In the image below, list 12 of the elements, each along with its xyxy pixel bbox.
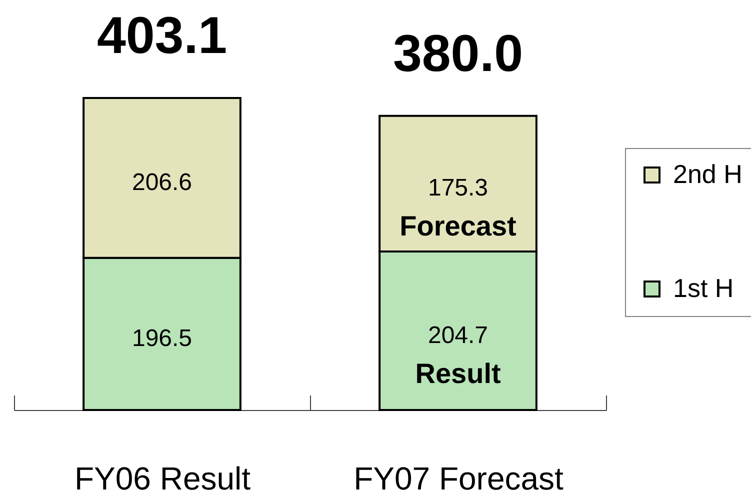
data-label: 196.5 (132, 324, 192, 352)
legend-label: 2nd H (673, 159, 742, 189)
data-label: 175.3 (428, 174, 488, 202)
data-label: 206.6 (132, 168, 192, 196)
x-tick-label: FY07 Forecast (354, 460, 564, 496)
data-label: 204.7 (428, 322, 488, 349)
legend-label: 1st H (673, 273, 734, 303)
x-tick-label: FY06 Result (74, 460, 251, 496)
total-label: 403.1 (96, 7, 228, 65)
total-label: 380.0 (392, 24, 524, 83)
annotation: Result (415, 358, 501, 389)
annotation: Forecast (400, 210, 516, 242)
